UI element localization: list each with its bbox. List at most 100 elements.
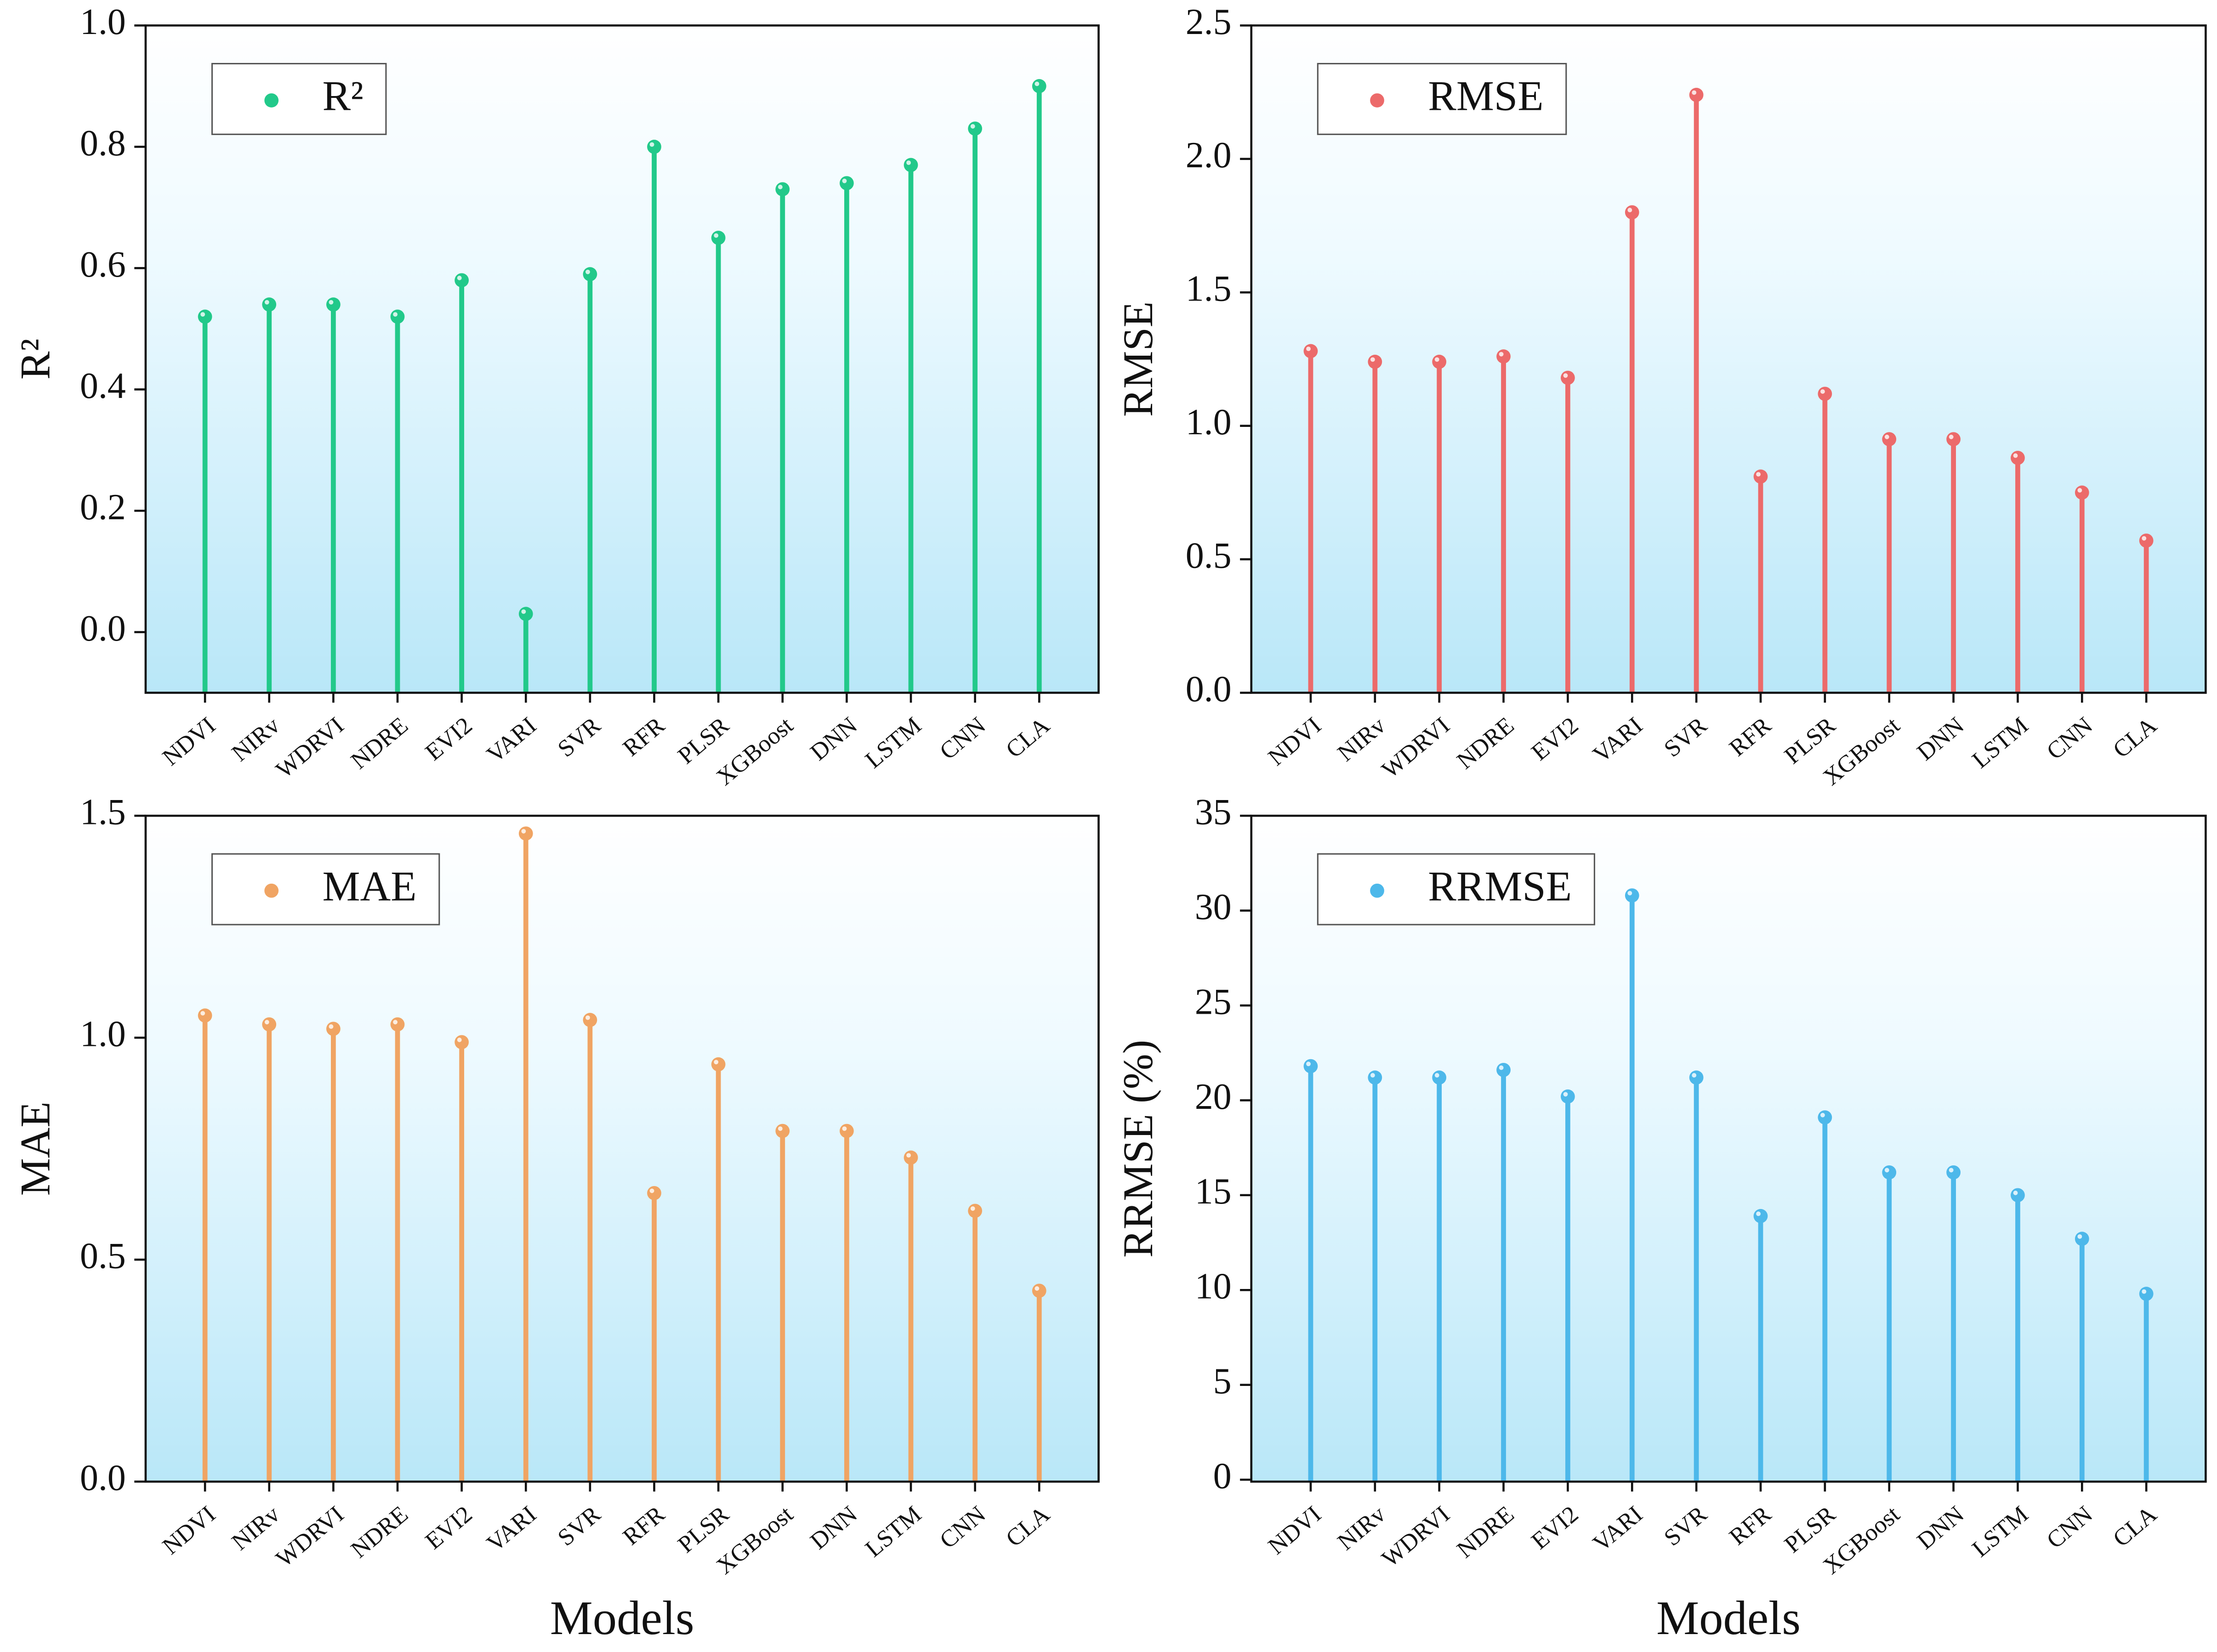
marker (1496, 349, 1511, 364)
marker-highlight (2077, 1234, 2082, 1239)
y-tick-label: 0 (1213, 1456, 1232, 1496)
x-axis-title: Models (1656, 1591, 1801, 1645)
plot-background (1251, 816, 2206, 1482)
marker-highlight (1434, 1073, 1439, 1078)
plot-background (145, 25, 1099, 693)
marker (904, 1150, 918, 1165)
x-tick-label: CLA (1001, 712, 1055, 763)
x-tick-label: RFR (618, 1501, 670, 1550)
marker (2139, 534, 2154, 548)
marker-highlight (1499, 1065, 1504, 1070)
marker-highlight (1434, 357, 1439, 362)
marker-highlight (778, 1126, 783, 1131)
plot-frame (144, 814, 1100, 1483)
marker-highlight (1627, 891, 1632, 896)
marker (775, 182, 790, 197)
marker (583, 267, 597, 282)
marker (711, 1057, 726, 1072)
marker-highlight (842, 1126, 847, 1131)
marker-highlight (970, 1206, 975, 1211)
marker (1818, 386, 1832, 401)
marker (390, 1017, 405, 1032)
marker (2075, 1232, 2089, 1246)
marker (2011, 1188, 2025, 1203)
marker-highlight (1306, 346, 1311, 352)
x-tick-label: NDRE (1452, 712, 1519, 774)
marker (1496, 1063, 1511, 1077)
x-tick-label: DNN (1912, 1501, 1969, 1555)
x-tick-label: LSTM (860, 1501, 927, 1562)
marker-highlight (649, 142, 654, 147)
x-tick-label: VARI (482, 1501, 541, 1557)
x-tick-label: NDVI (158, 712, 221, 771)
marker-highlight (906, 1153, 911, 1158)
x-tick-label: CNN (2041, 712, 2098, 765)
x-tick-label: VARI (1588, 1501, 1648, 1557)
marker-highlight (1692, 90, 1697, 95)
marker-highlight (1035, 81, 1040, 86)
marker (839, 176, 854, 191)
marker-highlight (1820, 389, 1825, 394)
plot-frame (1250, 24, 2207, 694)
y-tick-label: 0.0 (80, 608, 126, 649)
marker (455, 273, 469, 288)
marker-highlight (264, 300, 269, 305)
legend-box (211, 853, 440, 925)
marker-highlight (1306, 1062, 1311, 1067)
marker (518, 826, 533, 841)
x-tick-label: DNN (805, 1501, 862, 1555)
marker (647, 1186, 661, 1200)
x-tick-label: CNN (2041, 1501, 2098, 1554)
y-tick-label: 0.5 (1186, 535, 1232, 576)
x-tick-label: NDRE (1452, 1501, 1519, 1563)
marker (1561, 370, 1575, 385)
legend-label: RMSE (1428, 73, 1543, 119)
marker-highlight (2013, 1191, 2018, 1195)
marker (455, 1035, 469, 1050)
y-tick-label: 0.2 (80, 487, 126, 528)
y-tick-label: 1.5 (80, 792, 126, 833)
x-tick-label: EVI2 (1526, 712, 1583, 766)
marker-highlight (842, 178, 847, 183)
y-tick-label: 0.8 (80, 123, 126, 164)
legend-label: R² (322, 73, 363, 119)
marker-highlight (200, 312, 205, 317)
x-tick-label: LSTM (1967, 712, 2033, 773)
y-tick-label: 10 (1195, 1266, 1232, 1307)
legend-marker (264, 883, 279, 898)
y-tick-label: 25 (1195, 982, 1232, 1022)
legend-box (1317, 853, 1595, 925)
legend-marker (264, 93, 279, 108)
marker (1625, 205, 1639, 220)
x-axis-title: Models (550, 1591, 694, 1645)
marker-highlight (649, 1188, 654, 1193)
marker-highlight (329, 300, 334, 305)
marker-highlight (1692, 1073, 1697, 1078)
x-tick-label: WDRVI (271, 712, 349, 783)
marker-highlight (1035, 1286, 1040, 1291)
y-tick-label: 1.0 (1186, 402, 1232, 443)
y-tick-label: 0.4 (80, 366, 126, 406)
plot-background (145, 816, 1099, 1482)
y-tick-label: 0.6 (80, 244, 126, 285)
marker-highlight (1499, 352, 1504, 357)
x-tick-label: SVR (553, 712, 606, 762)
y-axis-title: RMSE (1114, 301, 1161, 417)
marker-highlight (2077, 488, 2082, 493)
marker-highlight (714, 1060, 719, 1065)
marker (904, 158, 918, 172)
y-tick-label: 1.0 (80, 2, 126, 42)
marker (775, 1124, 790, 1138)
legend-box (211, 62, 387, 135)
x-tick-label: CNN (935, 712, 991, 765)
y-tick-label: 0.0 (1186, 669, 1232, 710)
x-tick-label: RFR (1724, 1501, 1776, 1550)
x-tick-label: WDRVI (271, 1501, 349, 1573)
marker (968, 1204, 983, 1218)
marker (711, 231, 726, 245)
marker (1753, 469, 1768, 484)
y-tick-label: 0.5 (80, 1236, 126, 1277)
y-tick-label: 15 (1195, 1171, 1232, 1212)
marker-highlight (1370, 357, 1375, 362)
